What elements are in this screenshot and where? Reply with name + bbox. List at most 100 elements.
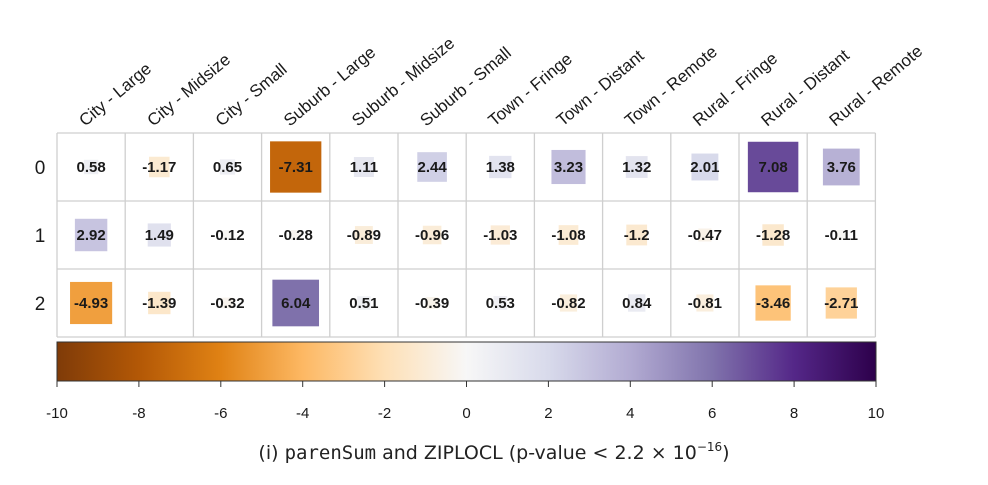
cell-value-label: -2.71 bbox=[824, 295, 858, 312]
colorbar-tick-label: 6 bbox=[708, 405, 716, 422]
colorbar-tick-label: 4 bbox=[626, 405, 634, 422]
colorbar-tick-label: -10 bbox=[46, 405, 68, 422]
cell-value-label: -0.11 bbox=[825, 227, 858, 244]
heatmap-cell bbox=[747, 141, 799, 193]
cell-value-label: -0.82 bbox=[551, 295, 585, 312]
row-label: 1 bbox=[35, 226, 46, 247]
heatmap-cell bbox=[558, 225, 579, 245]
cell-value-label: -7.31 bbox=[279, 159, 313, 176]
cell-value-label: -1.2 bbox=[624, 227, 650, 244]
column-label: City - Large bbox=[75, 59, 155, 130]
colorbar-tick-label: -2 bbox=[378, 405, 391, 422]
cell-value-label: 1.11 bbox=[350, 159, 378, 176]
cell-value-label: -0.47 bbox=[688, 227, 722, 244]
heatmap-cell bbox=[426, 297, 439, 309]
cell-value-label: -0.89 bbox=[347, 227, 381, 244]
cell-value-label: 2.01 bbox=[690, 159, 719, 176]
row-label: 0 bbox=[35, 158, 46, 179]
cell-value-label: 3.23 bbox=[554, 159, 583, 176]
heatmap-cell bbox=[490, 225, 510, 245]
cell-value-label: 0.51 bbox=[349, 295, 378, 312]
colorbar-ticks: -10 -8 -6 -4 -2 0 2 4 6 8 10 bbox=[46, 381, 884, 422]
cell-value-label: -1.17 bbox=[142, 159, 176, 176]
cell-value-label: 1.49 bbox=[145, 227, 174, 244]
cell-value-label: -0.32 bbox=[210, 295, 244, 312]
heatmap-cell bbox=[696, 294, 714, 312]
heatmap-cell bbox=[417, 152, 447, 182]
cell-value-label: 1.38 bbox=[486, 159, 515, 176]
heatmap-cell bbox=[825, 287, 857, 319]
heatmap-cell bbox=[822, 148, 860, 186]
heatmap-cell bbox=[551, 149, 586, 185]
heatmap-cell bbox=[272, 279, 320, 327]
caption-prefix: (i) bbox=[258, 442, 285, 464]
heatmap-cells: 0.58 -1.17 0.65 -7.31 1.11 2.44 1.38 3.23 1.32 2.… bbox=[70, 141, 860, 327]
cell-value-label: 2.44 bbox=[417, 159, 447, 176]
cell-value-label: 6.04 bbox=[281, 295, 311, 312]
cell-value-label: -4.93 bbox=[74, 295, 108, 312]
heatmap-cell bbox=[74, 218, 108, 252]
heatmap-cell bbox=[493, 296, 508, 310]
row-labels: 0 1 2 bbox=[35, 158, 46, 315]
cell-value-label: -1.03 bbox=[483, 227, 517, 244]
heatmap-cell bbox=[698, 228, 712, 242]
heatmap-cell bbox=[625, 156, 648, 178]
heatmap-cell bbox=[836, 230, 847, 240]
heatmap-cell bbox=[762, 224, 784, 246]
cell-value-label: 0.65 bbox=[213, 159, 242, 176]
heatmap-cell bbox=[222, 230, 233, 240]
cell-value-label: -0.96 bbox=[415, 227, 449, 244]
cell-value-label: 7.08 bbox=[758, 159, 787, 176]
heatmap-cell bbox=[626, 224, 648, 246]
heatmap-cell bbox=[290, 229, 301, 241]
caption-suffix: ) bbox=[722, 442, 730, 464]
colorbar-tick-label: 2 bbox=[544, 405, 552, 422]
heatmap-cell bbox=[354, 226, 373, 244]
heatmap-cell bbox=[691, 153, 719, 181]
heatmap-cell bbox=[147, 223, 171, 247]
colorbar bbox=[56, 341, 877, 382]
colorbar-tick-label: -6 bbox=[214, 405, 227, 422]
cell-value-label: -3.46 bbox=[756, 295, 790, 312]
cell-value-label: 0.58 bbox=[76, 159, 105, 176]
heatmap-cell bbox=[628, 294, 646, 312]
cell-value-label: 3.76 bbox=[827, 159, 856, 176]
heatmap-cell bbox=[559, 294, 578, 312]
figure-caption: (i) parenSum and ZIPLOCL (p-value < 2.2 … bbox=[0, 440, 988, 464]
heatmap-cell bbox=[70, 281, 113, 325]
heatmap-cell bbox=[270, 141, 322, 193]
caption-exponent: −16 bbox=[696, 440, 723, 454]
cell-value-label: -0.81 bbox=[688, 295, 722, 312]
heatmap-cell bbox=[357, 296, 371, 310]
heatmap-cell bbox=[219, 159, 236, 175]
cell-value-label: -0.12 bbox=[210, 227, 244, 244]
heatmap-cell bbox=[83, 159, 99, 175]
caption-middle: and ZIPLOCL (p-value < 2.2 × 10 bbox=[376, 442, 697, 464]
caption-code: parenSum bbox=[284, 442, 377, 464]
row-label: 2 bbox=[35, 294, 46, 315]
cell-value-label: 2.92 bbox=[76, 227, 105, 244]
colorbar-tick-label: 8 bbox=[790, 405, 798, 422]
cell-value-label: -1.39 bbox=[142, 295, 176, 312]
colorbar-tick-label: 10 bbox=[868, 405, 885, 422]
cell-value-label: 0.53 bbox=[486, 295, 515, 312]
cell-value-label: -1.28 bbox=[756, 227, 790, 244]
heatmap-cell bbox=[149, 156, 170, 178]
colorbar-tick-label: 0 bbox=[462, 405, 470, 422]
cell-value-label: -0.28 bbox=[279, 227, 313, 244]
heatmap-cell bbox=[353, 157, 374, 177]
heatmap-cell bbox=[755, 285, 791, 321]
heatmap-cell bbox=[422, 225, 442, 245]
cell-value-label: -1.08 bbox=[551, 227, 585, 244]
colorbar-tick-label: -8 bbox=[132, 405, 145, 422]
colorbar-tick-label: -4 bbox=[296, 405, 309, 422]
cell-value-label: 1.32 bbox=[622, 159, 651, 176]
heatmap-grid bbox=[56, 132, 877, 338]
cell-value-label: -0.39 bbox=[415, 295, 449, 312]
heatmap-cell bbox=[222, 297, 233, 309]
cell-value-label: 0.84 bbox=[622, 295, 652, 312]
heatmap-cell bbox=[148, 291, 171, 315]
heatmap-cell bbox=[489, 155, 512, 179]
